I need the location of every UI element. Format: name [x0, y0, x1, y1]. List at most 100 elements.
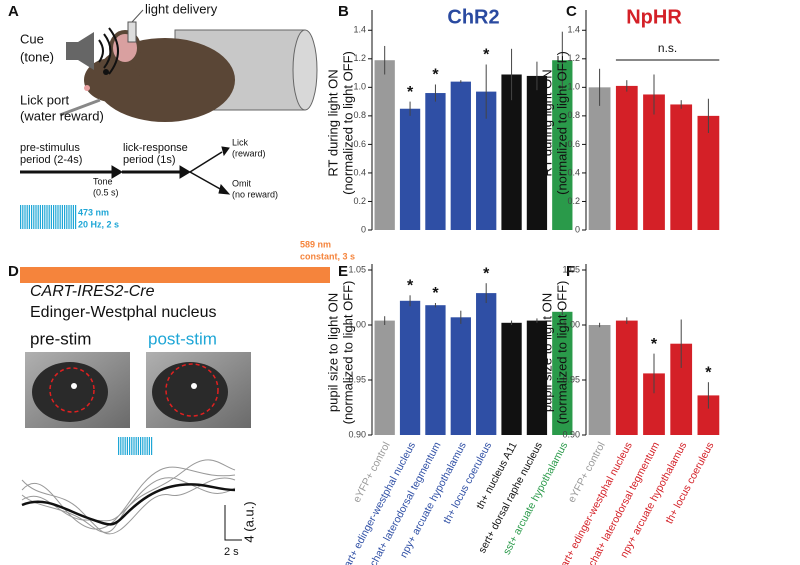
bar: [399, 300, 421, 435]
pulse: [55, 205, 57, 229]
bar: [670, 104, 693, 230]
y-tick-label: 1.00: [348, 319, 366, 329]
y-tick-label: 0.90: [562, 429, 580, 439]
y-axis-label: pupil size to light ON: [539, 293, 554, 412]
label: 589 nm: [300, 239, 331, 249]
label: (0.5 s): [93, 187, 119, 197]
pulse: [144, 437, 146, 455]
label: period (1s): [123, 154, 176, 166]
bar: [399, 108, 421, 230]
pulse: [42, 205, 44, 229]
bar: [374, 320, 395, 435]
bar: [476, 91, 497, 230]
orange-light: [20, 267, 330, 283]
pulse: [142, 437, 144, 455]
bar: [425, 93, 446, 230]
label: post-stim: [148, 329, 217, 348]
y-axis-label: (normalized to light OFF): [554, 51, 569, 195]
label: Edinger-Westphal nucleus: [30, 304, 216, 321]
label: pre-stim: [30, 329, 91, 348]
pulse: [137, 437, 139, 455]
label: Tone: [93, 176, 113, 186]
pulse: [70, 205, 72, 229]
label: light delivery: [145, 1, 218, 16]
y-tick-label: 0.90: [348, 429, 366, 439]
blue-light-pulses: [118, 437, 153, 455]
bar: [476, 293, 497, 435]
pulse: [24, 205, 26, 229]
y-axis-label: (normalized to light OFF): [340, 51, 355, 195]
label: Lick port: [20, 92, 70, 107]
bar: [552, 60, 573, 230]
label: (reward): [232, 148, 266, 158]
pulse: [118, 437, 120, 455]
bar: [615, 320, 638, 435]
panel-label: C: [566, 3, 577, 20]
bar: [697, 395, 720, 435]
eye-image: [25, 352, 130, 428]
y-tick-label: 0.95: [348, 374, 366, 384]
label: (no reward): [232, 189, 278, 199]
panel-label: D: [8, 263, 19, 280]
pulse: [120, 437, 122, 455]
y-tick-label: 1.4: [567, 25, 580, 35]
bar: [501, 74, 522, 230]
y-tick-label: 0.6: [353, 139, 366, 149]
bar: [615, 85, 638, 230]
y-tick-label: 0: [575, 224, 580, 234]
y-tick-label: 0.6: [567, 139, 580, 149]
pulse: [129, 437, 131, 455]
bracket-label: n.s.: [658, 41, 677, 55]
y-tick-label: 1.2: [567, 53, 580, 63]
eye-image: [146, 352, 251, 428]
chart-title: NpHR: [626, 6, 682, 28]
pulse: [126, 437, 128, 455]
y-tick-label: 1.0: [353, 82, 366, 92]
bar: [643, 94, 665, 230]
pulse: [31, 205, 33, 229]
pulse: [148, 437, 150, 455]
bar: [526, 75, 548, 230]
pulse: [53, 205, 55, 229]
timeline: [20, 146, 231, 195]
label: constant, 3 s: [300, 251, 355, 261]
bar: [450, 317, 471, 435]
label: period (2-4s): [20, 154, 82, 166]
y-axis-label: (normalized to light OFF): [340, 281, 355, 425]
pulse: [28, 205, 30, 229]
pulse: [64, 205, 66, 229]
label: (tone): [20, 49, 54, 64]
pulse: [72, 205, 74, 229]
y-tick-label: 0.95: [562, 374, 580, 384]
pulse: [140, 437, 142, 455]
panel-label: A: [8, 3, 19, 20]
pulse: [135, 437, 137, 455]
pulse: [39, 205, 41, 229]
label: CART-IRES2-Cre: [30, 283, 155, 300]
y-tick-label: 0.4: [567, 167, 580, 177]
pulse: [48, 205, 50, 229]
blue-light-pulses: [20, 205, 77, 229]
panel-label: E: [338, 263, 348, 280]
pulse: [37, 205, 39, 229]
pulse: [68, 205, 70, 229]
y-tick-label: 0.8: [353, 110, 366, 120]
panel-label: F: [566, 263, 575, 280]
bar: [670, 343, 693, 435]
bar: [588, 87, 611, 230]
pulse: [35, 205, 37, 229]
pulse: [124, 437, 126, 455]
pulse: [133, 437, 135, 455]
bar: [526, 320, 548, 435]
chart-title: ChR2: [447, 6, 499, 28]
label: Lick: [232, 137, 249, 147]
significance-marker: *: [651, 336, 658, 353]
bar: [374, 60, 395, 230]
label: Cue: [20, 31, 44, 46]
y-tick-label: 0.2: [567, 196, 580, 206]
significance-marker: *: [483, 47, 490, 64]
pulse: [151, 437, 153, 455]
label: 2 s: [224, 546, 239, 558]
pulse: [61, 205, 63, 229]
